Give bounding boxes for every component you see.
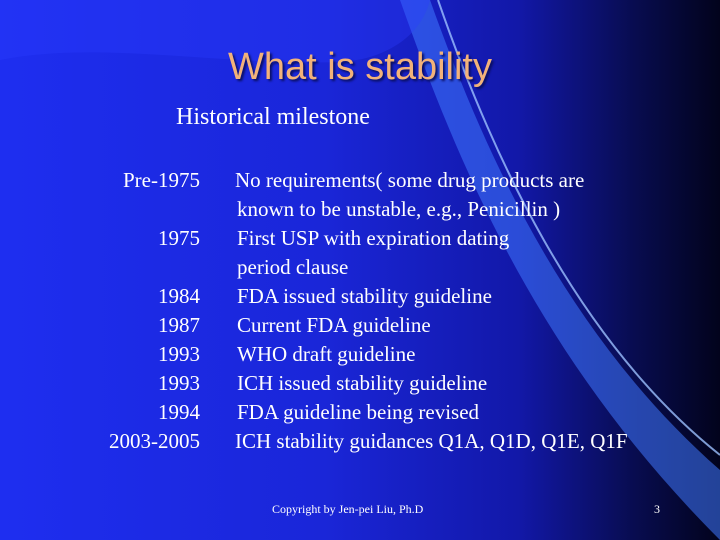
page-number: 3 — [654, 502, 660, 516]
milestone-row: 1984 FDA issued stability guideline — [0, 282, 720, 311]
milestone-text: No requirements( some drug products are — [235, 168, 585, 192]
milestone-year: 1994 — [158, 400, 200, 424]
milestone-row: period clause — [0, 253, 720, 282]
milestone-text: Current FDA guideline — [237, 313, 431, 337]
slide-title: What is stability — [228, 46, 492, 88]
milestone-year: 1975 — [158, 226, 200, 250]
slide-subtitle: Historical milestone — [176, 104, 370, 130]
milestone-year: 1987 — [158, 313, 200, 337]
milestone-year: 1993 — [158, 371, 200, 395]
milestone-row: 1993 ICH issued stability guideline — [0, 369, 720, 398]
milestone-row: 1975 First USP with expiration dating — [0, 224, 720, 253]
milestone-year: 1993 — [158, 342, 200, 366]
milestone-row: 1993 WHO draft guideline — [0, 340, 720, 369]
milestone-text: FDA guideline being revised — [237, 400, 480, 424]
milestone-text: period clause — [237, 255, 349, 279]
milestone-year: 2003-2005 — [109, 429, 200, 453]
milestone-row: 1987 Current FDA guideline — [0, 311, 720, 340]
milestone-list: Pre-1975 No requirements( some drug prod… — [0, 166, 720, 456]
milestone-year: 1984 — [158, 284, 200, 308]
milestone-text: FDA issued stability guideline — [237, 284, 492, 308]
milestone-text: WHO draft guideline — [237, 342, 416, 366]
copyright-footer: Copyright by Jen-pei Liu, Ph.D — [272, 502, 424, 516]
milestone-row: 2003-2005 ICH stability guidances Q1A, Q… — [0, 427, 720, 456]
milestone-row: 1994 FDA guideline being revised — [0, 398, 720, 427]
milestone-text: known to be unstable, e.g., Penicillin ) — [237, 197, 561, 221]
milestone-row: Pre-1975 No requirements( some drug prod… — [0, 166, 720, 195]
milestone-text: ICH stability guidances Q1A, Q1D, Q1E, Q… — [235, 429, 628, 453]
milestone-text: First USP with expiration dating — [237, 226, 510, 250]
milestone-year: Pre-1975 — [123, 168, 200, 192]
milestone-row: known to be unstable, e.g., Penicillin ) — [0, 195, 720, 224]
milestone-text: ICH issued stability guideline — [237, 371, 488, 395]
